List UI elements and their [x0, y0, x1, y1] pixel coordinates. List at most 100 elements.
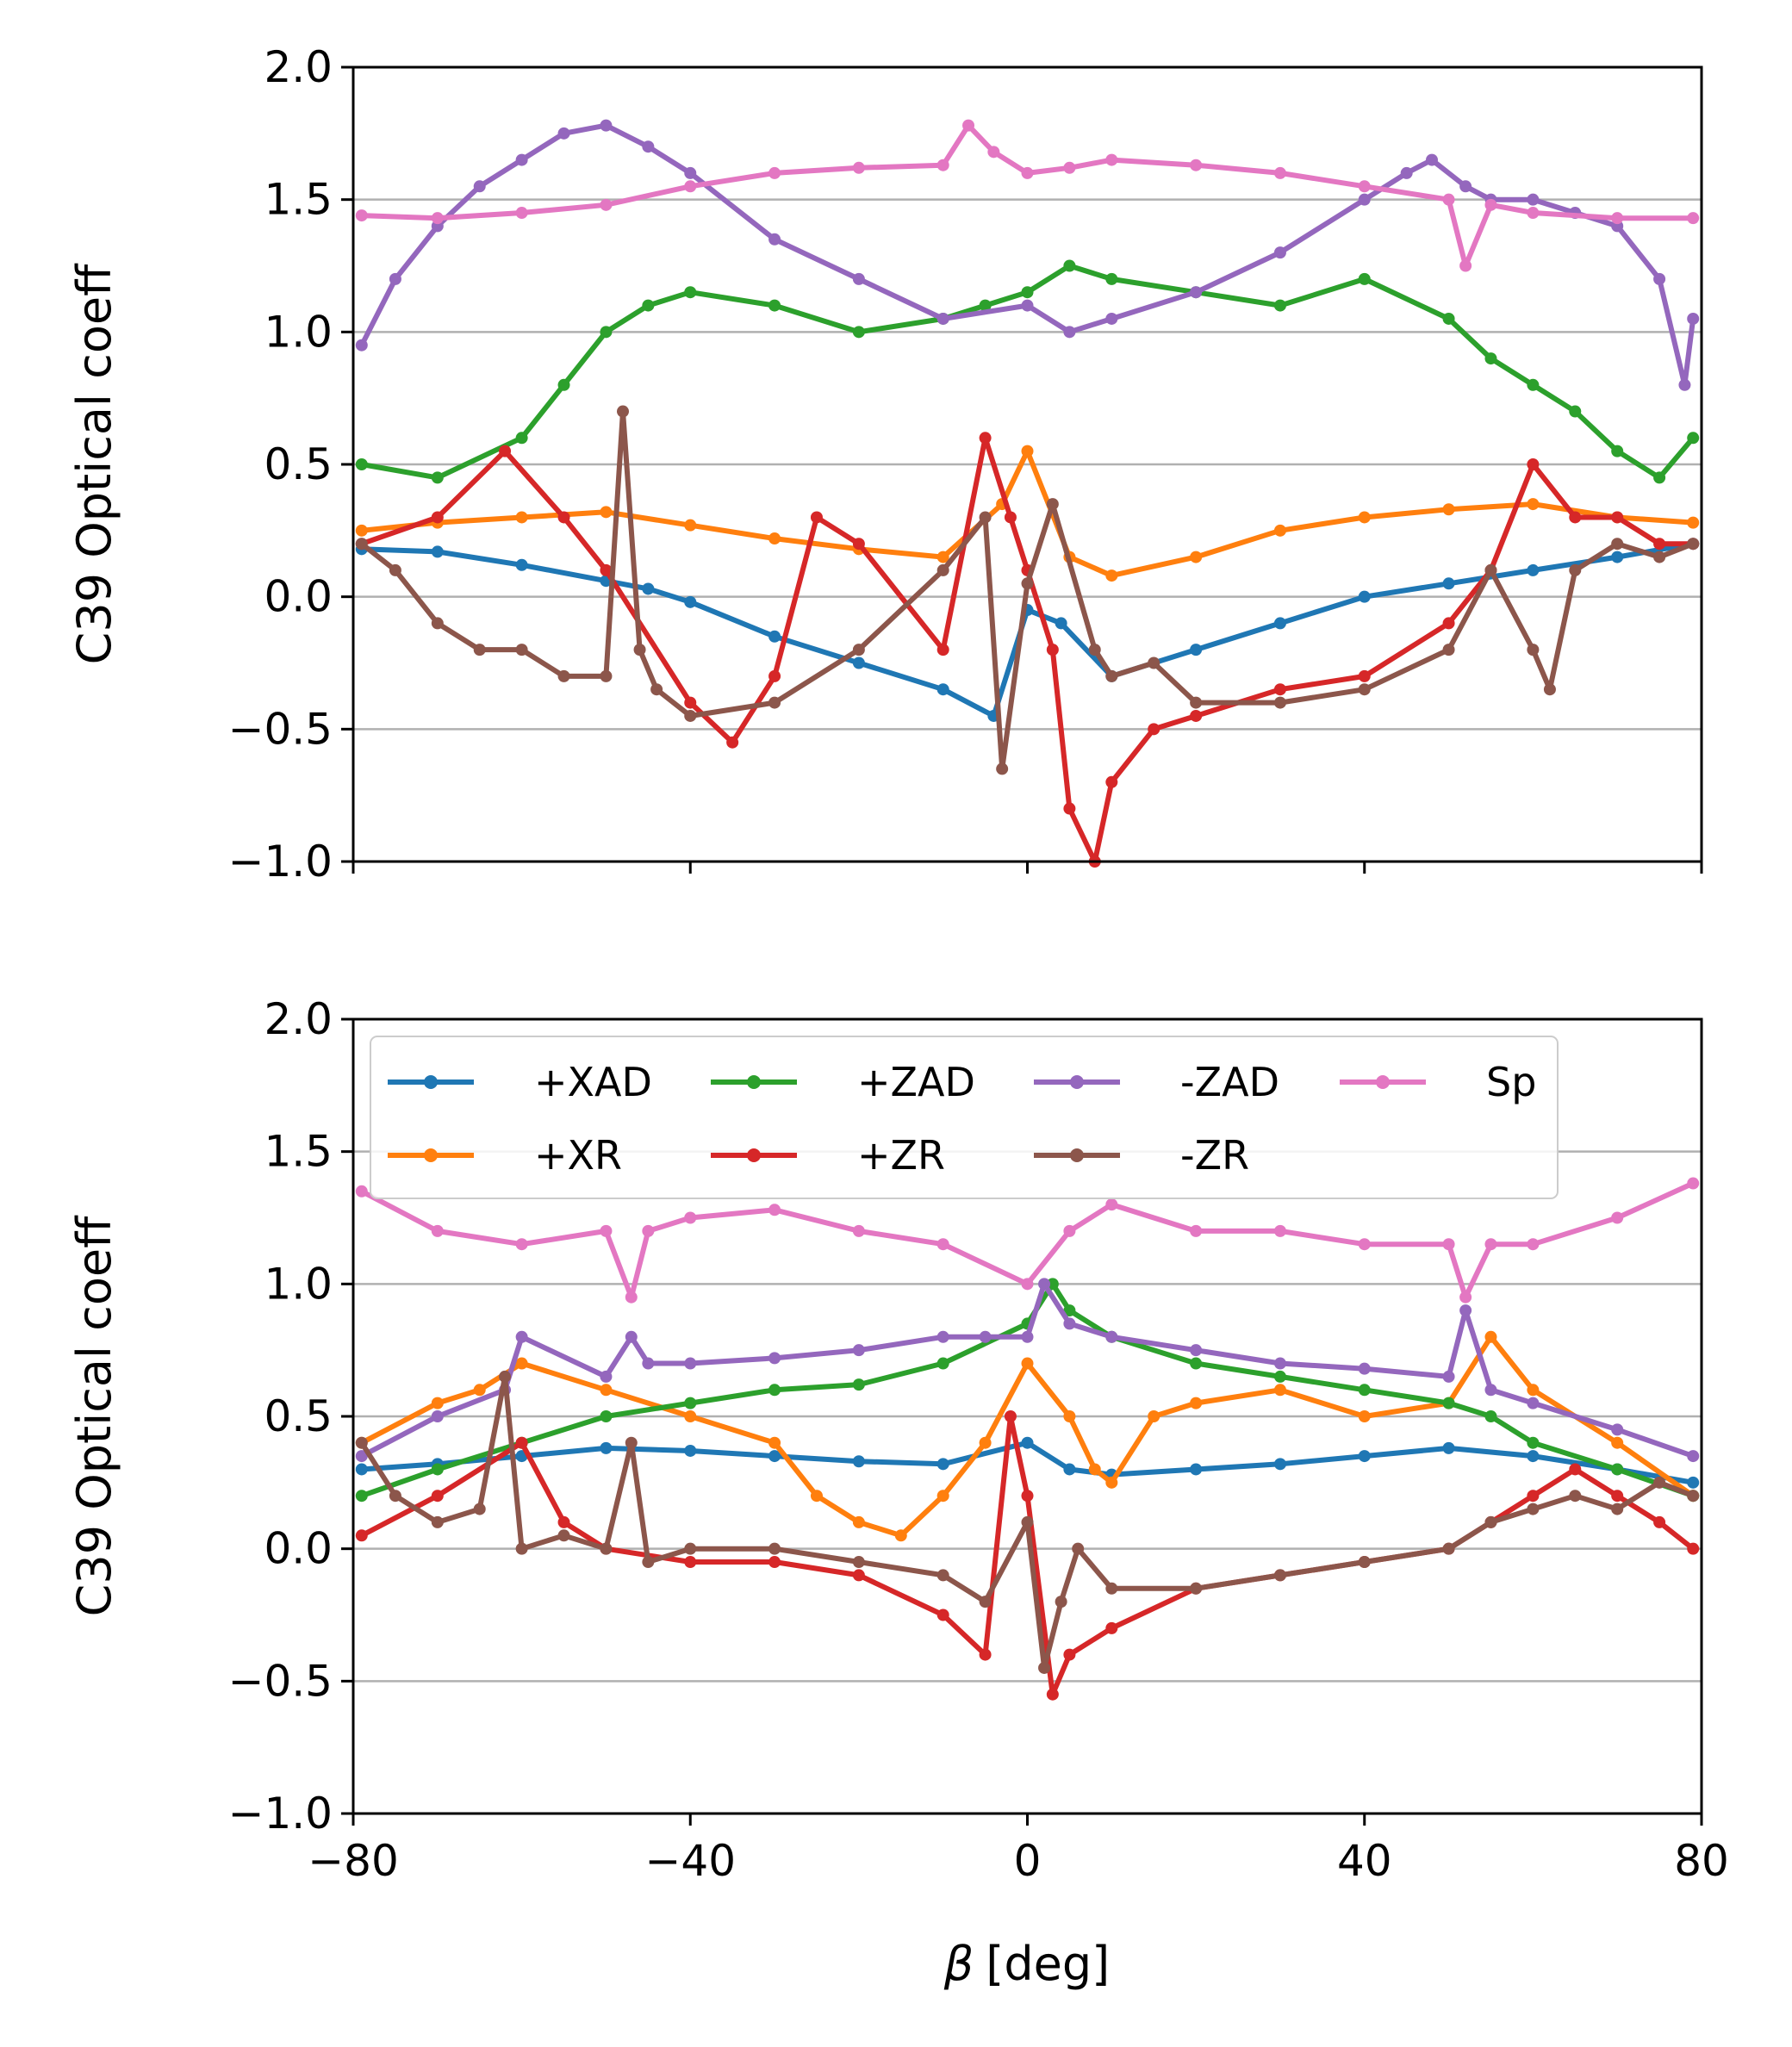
bottom-point-plus-xad — [852, 1455, 865, 1468]
top-point-minus-zr — [684, 709, 697, 722]
top-point-minus-zr — [1358, 683, 1371, 696]
bottom-point-plus-zr — [1063, 1648, 1076, 1661]
bottom-point-plus-zr — [1653, 1515, 1666, 1528]
top-point-minus-zad — [852, 272, 865, 285]
bottom-point-plus-xr — [1063, 1410, 1076, 1422]
top-point-plus-zr — [852, 538, 865, 551]
top-point-plus-zad — [600, 326, 613, 339]
top-panel: −1.0 −0.5 0.0 0.5 1.0 1.5 2.0 C39 Optical coef… — [67, 42, 1703, 887]
bottom-point-plus-zad — [768, 1384, 781, 1397]
bottom-point-plus-xr — [431, 1397, 444, 1409]
bottom-point-minus-zr — [1527, 1503, 1540, 1515]
bottom-point-plus-zad — [1484, 1410, 1497, 1422]
top-point-plus-zr — [936, 644, 949, 656]
top-ytick-label: 2.0 — [264, 42, 333, 92]
top-point-sp — [1273, 166, 1286, 179]
bottom-series — [355, 1177, 1700, 1701]
top-point-plus-zr — [1527, 458, 1540, 470]
top-point-minus-zr — [996, 762, 1009, 775]
bottom-point-minus-zr — [1484, 1515, 1497, 1528]
bottom-point-plus-xr — [810, 1490, 823, 1503]
legend-swatch-marker — [1070, 1075, 1084, 1089]
top-point-minus-zr — [936, 563, 949, 576]
bottom-point-plus-xr — [473, 1384, 486, 1397]
top-point-plus-zr — [1190, 709, 1203, 722]
bottom-point-plus-xad — [1442, 1441, 1455, 1454]
top-point-minus-zad — [684, 166, 697, 179]
top-point-minus-zr — [1569, 563, 1582, 576]
bottom-point-minus-zr — [473, 1503, 486, 1515]
bottom-point-minus-zr — [1611, 1503, 1624, 1515]
bottom-point-minus-zad — [1527, 1397, 1540, 1409]
bottom-point-plus-zr — [979, 1648, 992, 1661]
top-point-plus-zad — [1442, 312, 1455, 325]
bottom-point-plus-zr — [355, 1529, 368, 1542]
bottom-point-minus-zad — [1063, 1317, 1076, 1330]
legend-label: +XAD — [534, 1059, 652, 1105]
bottom-point-sp — [625, 1291, 638, 1303]
top-point-minus-zr — [768, 696, 781, 709]
top-point-minus-zad — [1190, 286, 1203, 299]
top-point-plus-xad — [431, 545, 444, 558]
top-point-plus-zad — [1653, 471, 1666, 484]
top-point-minus-zr — [979, 511, 992, 524]
top-point-plus-zr — [499, 445, 512, 457]
top-point-plus-zad — [1105, 272, 1118, 285]
top-point-plus-zad — [1611, 445, 1624, 457]
top-point-sp — [852, 161, 865, 174]
legend-box — [370, 1036, 1559, 1199]
bottom-point-sp — [936, 1238, 949, 1251]
bottom-ytick-label: 0.0 — [264, 1524, 333, 1574]
top-point-plus-zr — [1653, 538, 1666, 551]
bottom-line-plus-zad — [360, 1281, 1695, 1499]
bottom-point-sp — [1105, 1198, 1118, 1211]
legend-swatch-marker — [1376, 1075, 1390, 1089]
bottom-point-minus-zad — [515, 1330, 528, 1343]
top-point-sp — [355, 209, 368, 222]
top-point-sp — [684, 180, 697, 193]
top-point-minus-zr — [355, 538, 368, 551]
bottom-point-minus-zr — [936, 1569, 949, 1582]
bottom-point-sp — [684, 1211, 697, 1224]
bottom-point-minus-zad — [684, 1357, 697, 1370]
top-point-sp — [431, 212, 444, 225]
top-point-plus-xr — [1273, 524, 1286, 537]
bottom-point-sp — [600, 1224, 613, 1237]
top-point-minus-zr — [1105, 669, 1118, 682]
bottom-point-minus-zr — [355, 1436, 368, 1449]
top-point-minus-zr — [1543, 683, 1556, 696]
top-point-minus-zr — [1021, 577, 1034, 590]
bottom-point-plus-zr — [1687, 1542, 1700, 1555]
top-point-minus-zr — [650, 683, 663, 696]
bottom-point-minus-zr — [642, 1556, 655, 1569]
bottom-ytick-label: −0.5 — [228, 1656, 333, 1706]
legend-item-plus-zr: +ZR — [711, 1132, 945, 1179]
top-point-minus-zr — [617, 405, 629, 418]
bottom-ytick-label: 0.5 — [264, 1391, 333, 1441]
bottom-point-minus-zr — [684, 1542, 697, 1555]
bottom-point-plus-zr — [684, 1556, 697, 1569]
bottom-point-minus-zad — [852, 1344, 865, 1357]
top-point-plus-zr — [768, 669, 781, 682]
bottom-point-minus-zr — [1358, 1556, 1371, 1569]
bottom-point-plus-zr — [768, 1556, 781, 1569]
top-point-plus-zad — [1273, 299, 1286, 312]
bottom-point-sp — [642, 1224, 655, 1237]
top-series-minus-zr — [355, 405, 1700, 775]
top-point-sp — [1021, 166, 1034, 179]
top-ytick-label: −0.5 — [228, 704, 333, 754]
top-point-sp — [1358, 180, 1371, 193]
legend-label: Sp — [1486, 1059, 1536, 1105]
bottom-point-plus-zad — [852, 1378, 865, 1391]
bottom-point-plus-xr — [1484, 1330, 1497, 1343]
top-line-minus-zad — [359, 122, 1696, 388]
top-point-sp — [1063, 161, 1076, 174]
top-point-plus-xad — [1527, 563, 1540, 576]
top-point-plus-zad — [1687, 432, 1700, 445]
bottom-point-sp — [1358, 1238, 1371, 1251]
top-point-minus-zr — [1687, 538, 1700, 551]
top-point-sp — [962, 119, 975, 132]
bottom-panel: −1.0 −0.5 0.0 0.5 1.0 1.5 2.0 −80 −40 0 40 80 C39 O… — [67, 994, 1729, 1886]
top-point-plus-xr — [1358, 511, 1371, 524]
bottom-point-plus-xad — [768, 1450, 781, 1463]
